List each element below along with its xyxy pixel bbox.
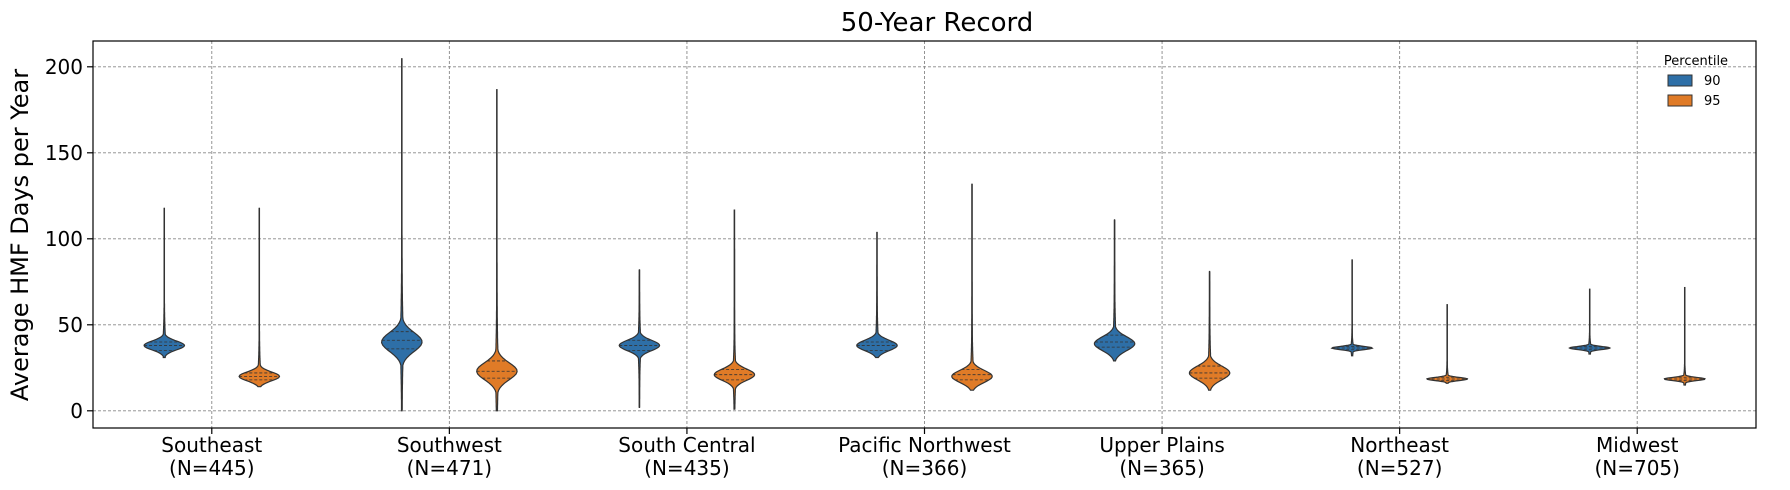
violin-95-3 xyxy=(951,183,993,391)
x-tick-label-count: (N=445) xyxy=(169,456,255,480)
x-tick-label-count: (N=705) xyxy=(1594,456,1680,480)
x-tick-label: Midwest xyxy=(1596,433,1679,457)
violin-90-1 xyxy=(380,58,423,412)
chart-title: 50-Year Record xyxy=(841,8,1034,38)
violin-90-2 xyxy=(618,269,661,408)
violin-90-4 xyxy=(1093,219,1136,362)
legend-swatch-95 xyxy=(1667,94,1693,107)
x-axis-ticks: Southeast(N=445) Southwest(N=471) South Ce… xyxy=(161,428,1680,480)
y-tick-label: 50 xyxy=(58,313,83,337)
violin-body xyxy=(238,207,281,388)
y-axis-ticks: 0 50 100 150 200 xyxy=(45,55,93,423)
y-tick-label: 150 xyxy=(45,141,83,165)
violin-body xyxy=(380,58,423,412)
gridlines xyxy=(93,41,1756,428)
x-tick-label-count: (N=527) xyxy=(1357,456,1443,480)
violin-95-6 xyxy=(1663,286,1706,386)
violin-body xyxy=(1093,219,1136,362)
legend-label-95: 95 xyxy=(1704,94,1721,109)
violin-95-0 xyxy=(238,207,281,388)
legend-swatch-90 xyxy=(1667,74,1693,87)
violin-95-2 xyxy=(713,209,756,410)
violin-body xyxy=(1426,304,1469,384)
x-tick-label: South Central xyxy=(618,433,755,457)
violin-95-4 xyxy=(1188,270,1231,391)
violin-90-5 xyxy=(1330,259,1374,357)
violin-body xyxy=(951,183,993,391)
x-tick-label-count: (N=435) xyxy=(644,456,730,480)
violin-95-5 xyxy=(1426,304,1469,384)
y-tick-label: 100 xyxy=(45,227,83,251)
violin-body xyxy=(143,207,186,359)
legend-title: Percentile xyxy=(1664,54,1728,69)
x-tick-label: Northeast xyxy=(1350,433,1449,457)
violin-body xyxy=(618,269,661,408)
violin-body xyxy=(1568,288,1612,355)
violin-body xyxy=(856,231,898,359)
legend: Percentile 90 95 xyxy=(1664,54,1728,109)
y-axis-label: Average HMF Days per Year xyxy=(6,69,34,401)
x-tick-label: Upper Plains xyxy=(1099,433,1224,457)
legend-label-90: 90 xyxy=(1704,74,1721,89)
violin-90-0 xyxy=(143,207,186,359)
violin-90-6 xyxy=(1568,288,1612,355)
plot-area-frame xyxy=(92,40,1757,429)
y-tick-label: 0 xyxy=(70,399,83,423)
violin-body xyxy=(1188,270,1231,391)
x-tick-label: Pacific Northwest xyxy=(838,433,1011,457)
violin-95-1 xyxy=(476,89,518,412)
x-tick-label: Southwest xyxy=(397,433,502,457)
violin-body xyxy=(1330,259,1374,357)
x-tick-label-count: (N=366) xyxy=(882,456,968,480)
x-tick-label: Southeast xyxy=(161,433,262,457)
violin-90-3 xyxy=(856,231,898,359)
violin-body xyxy=(476,89,518,412)
y-tick-label: 200 xyxy=(45,55,83,79)
violin-body xyxy=(1663,287,1706,386)
x-tick-label-count: (N=365) xyxy=(1119,456,1205,480)
violins xyxy=(143,58,1706,412)
x-tick-label-count: (N=471) xyxy=(407,456,493,480)
violin-body xyxy=(713,209,756,410)
